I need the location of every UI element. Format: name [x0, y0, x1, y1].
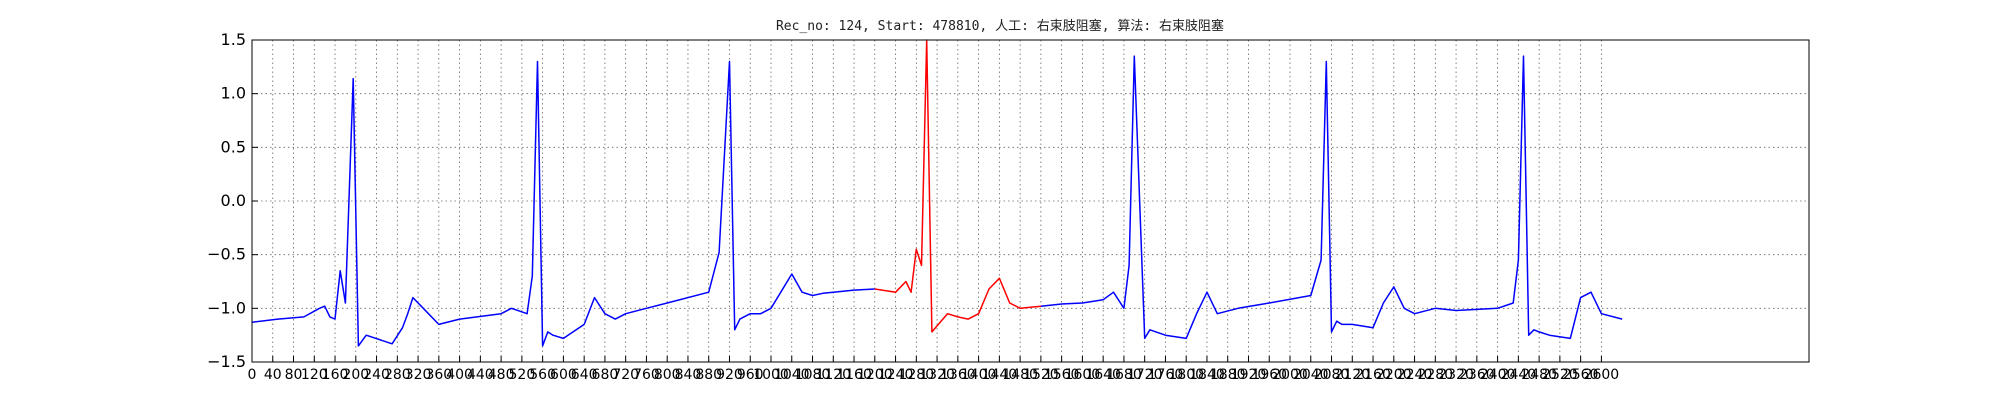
y-axis-ticks: 1.5 1.0 0.5 0.0 −0.5 −1.0 −1.5 — [207, 30, 258, 371]
x-tick-label: 1360 — [940, 367, 976, 383]
grid-lines — [252, 40, 1809, 362]
x-tick-label: 480 — [488, 367, 515, 383]
y-tick-label: −1.5 — [207, 352, 246, 371]
x-tick-label: 1800 — [1168, 367, 1204, 383]
x-tick-label: 400 — [446, 367, 473, 383]
x-tick-label: 2480 — [1521, 367, 1557, 383]
x-tick-label: 1160 — [836, 367, 872, 383]
x-tick-label: 1440 — [982, 367, 1018, 383]
x-tick-label: 960 — [737, 367, 764, 383]
y-tick-label: 1.5 — [221, 30, 246, 49]
x-tick-label: 1760 — [1148, 367, 1184, 383]
x-tick-label: 360 — [425, 367, 452, 383]
x-tick-label: 2240 — [1397, 367, 1433, 383]
series-line-2 — [874, 39, 1041, 333]
x-tick-label: 200 — [342, 367, 369, 383]
x-tick-label: 1840 — [1189, 367, 1225, 383]
x-tick-label: 2120 — [1334, 367, 1370, 383]
x-tick-label: 2600 — [1584, 367, 1620, 383]
x-tick-label: 160 — [322, 367, 349, 383]
x-tick-label: 1960 — [1251, 367, 1287, 383]
series-line-3 — [1040, 55, 1623, 340]
x-tick-label: 800 — [654, 367, 681, 383]
x-tick-label: 2520 — [1542, 367, 1578, 383]
y-tick-label: 0.0 — [221, 191, 246, 210]
x-tick-label: 40 — [264, 367, 282, 383]
x-tick-label: 2440 — [1501, 367, 1537, 383]
y-tick-label: −0.5 — [207, 245, 246, 264]
x-tick-label: 2560 — [1563, 367, 1599, 383]
x-tick-label: 520 — [509, 367, 536, 383]
x-tick-label: 280 — [384, 367, 411, 383]
x-tick-label: 2280 — [1417, 367, 1453, 383]
x-tick-label: 1120 — [815, 367, 851, 383]
x-tick-label: 2080 — [1314, 367, 1350, 383]
x-tick-label: 1080 — [795, 367, 831, 383]
x-tick-label: 1880 — [1210, 367, 1246, 383]
x-tick-label: 2160 — [1355, 367, 1391, 383]
x-tick-label: 2200 — [1376, 367, 1412, 383]
x-tick-label: 1520 — [1023, 367, 1059, 383]
x-tick-label: 680 — [592, 367, 619, 383]
x-axis-ticks: 0 40 8012016020024028032036040044048052056… — [248, 356, 1620, 383]
x-tick-label: 600 — [550, 367, 577, 383]
x-tick-label: 760 — [633, 367, 660, 383]
x-tick-label: 560 — [529, 367, 556, 383]
x-tick-label: 2000 — [1272, 367, 1308, 383]
x-tick-label: 1560 — [1044, 367, 1080, 383]
x-tick-label: 120 — [301, 367, 328, 383]
x-tick-label: 1320 — [919, 367, 955, 383]
y-tick-label: −1.0 — [207, 298, 246, 317]
x-tick-label: 1040 — [774, 367, 810, 383]
x-tick-label: 1000 — [753, 367, 789, 383]
x-tick-label: 1720 — [1127, 367, 1163, 383]
x-tick-label: 880 — [695, 367, 722, 383]
x-tick-label: 2320 — [1438, 367, 1474, 383]
y-tick-label: 1.0 — [221, 84, 246, 103]
x-tick-label: 1480 — [1002, 367, 1038, 383]
x-tick-label: 2400 — [1480, 367, 1516, 383]
series-line-1 — [251, 60, 875, 347]
x-tick-label: 1200 — [857, 367, 893, 383]
x-tick-label: 1400 — [961, 367, 997, 383]
y-tick-label: 0.5 — [221, 137, 246, 156]
chart-title: Rec_no: 124, Start: 478810, 人工: 右束肢阻塞, 算… — [776, 18, 1224, 34]
x-tick-label: 2040 — [1293, 367, 1329, 383]
x-tick-label: 1280 — [898, 367, 934, 383]
x-tick-label: 440 — [467, 367, 494, 383]
plot-frame — [251, 39, 1810, 363]
x-tick-label: 1640 — [1085, 367, 1121, 383]
x-tick-label: 1240 — [878, 367, 914, 383]
x-tick-label: 1600 — [1065, 367, 1101, 383]
x-tick-label: 1920 — [1231, 367, 1267, 383]
series-lines — [251, 39, 1623, 347]
x-tick-label: 2360 — [1459, 367, 1495, 383]
x-tick-label: 320 — [405, 367, 432, 383]
x-tick-label: 240 — [363, 367, 390, 383]
x-tick-label: 1680 — [1106, 367, 1142, 383]
x-tick-label: 840 — [675, 367, 702, 383]
x-tick-label: 720 — [612, 367, 639, 383]
x-tick-label: 80 — [285, 367, 303, 383]
x-tick-label: 0 — [248, 367, 257, 383]
x-tick-label: 640 — [571, 367, 598, 383]
x-tick-label: 920 — [716, 367, 743, 383]
